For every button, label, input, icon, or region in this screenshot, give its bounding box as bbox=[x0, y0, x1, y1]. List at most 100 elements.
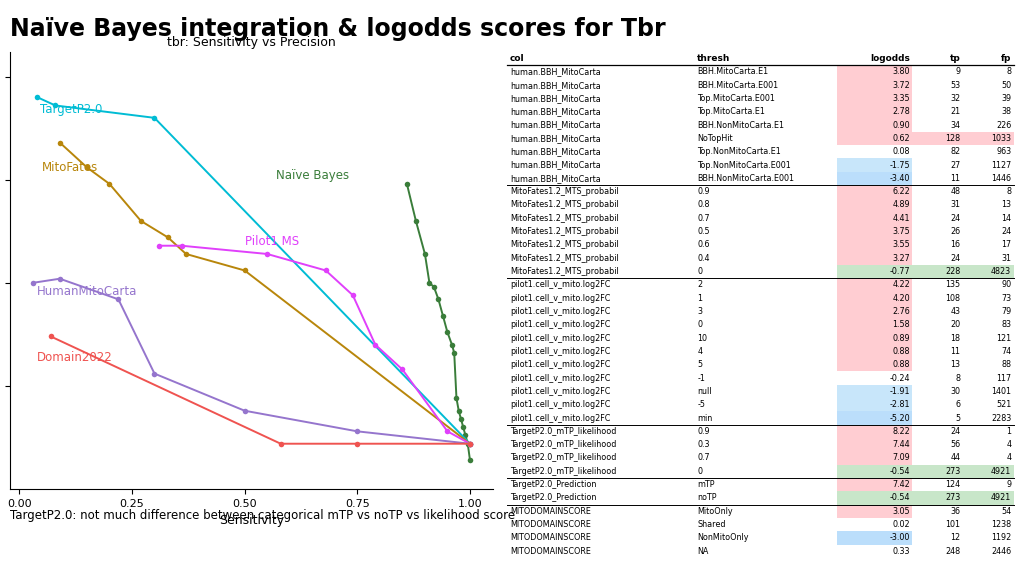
Text: 44: 44 bbox=[950, 453, 961, 463]
Text: mTP: mTP bbox=[697, 480, 715, 489]
Text: pilot1.cell_v_mito.log2FC: pilot1.cell_v_mito.log2FC bbox=[510, 281, 610, 289]
Text: 32: 32 bbox=[950, 94, 961, 103]
Text: 18: 18 bbox=[950, 334, 961, 343]
Text: 1446: 1446 bbox=[991, 174, 1012, 183]
Bar bbox=[912, 491, 964, 505]
Text: HumanMitoCarta: HumanMitoCarta bbox=[37, 285, 137, 298]
Text: 27: 27 bbox=[950, 161, 961, 169]
Text: -3.00: -3.00 bbox=[890, 533, 910, 543]
Bar bbox=[837, 238, 912, 252]
Text: NA: NA bbox=[697, 547, 709, 556]
Bar bbox=[837, 291, 912, 305]
Text: 10: 10 bbox=[697, 334, 708, 343]
Text: NonMitoOnly: NonMitoOnly bbox=[697, 533, 749, 543]
Text: 3.05: 3.05 bbox=[892, 507, 910, 516]
Text: 108: 108 bbox=[945, 294, 961, 302]
Text: 0.88: 0.88 bbox=[893, 347, 910, 356]
Text: BBH.MitoCarta.E1: BBH.MitoCarta.E1 bbox=[697, 67, 768, 76]
Bar bbox=[837, 225, 912, 238]
Text: 88: 88 bbox=[1001, 360, 1012, 369]
Bar bbox=[964, 265, 1014, 278]
Text: 124: 124 bbox=[945, 480, 961, 489]
Text: noTP: noTP bbox=[697, 494, 717, 502]
Bar bbox=[912, 132, 964, 145]
Text: 4823: 4823 bbox=[991, 267, 1012, 276]
Text: 0.7: 0.7 bbox=[697, 453, 710, 463]
Text: 117: 117 bbox=[996, 374, 1012, 382]
Text: 0.08: 0.08 bbox=[893, 147, 910, 156]
Bar bbox=[837, 385, 912, 398]
Text: -0.54: -0.54 bbox=[890, 467, 910, 476]
Text: pilot1.cell_v_mito.log2FC: pilot1.cell_v_mito.log2FC bbox=[510, 294, 610, 302]
Text: pilot1.cell_v_mito.log2FC: pilot1.cell_v_mito.log2FC bbox=[510, 334, 610, 343]
Text: 9: 9 bbox=[1007, 480, 1012, 489]
Text: Pilot1 MS: Pilot1 MS bbox=[245, 235, 299, 248]
Bar bbox=[964, 491, 1014, 505]
Text: 1127: 1127 bbox=[991, 161, 1012, 169]
Text: tp: tp bbox=[950, 54, 961, 63]
Text: 0.9: 0.9 bbox=[697, 427, 710, 436]
Text: 14: 14 bbox=[1001, 214, 1012, 223]
X-axis label: Sensitivity: Sensitivity bbox=[219, 514, 284, 528]
Text: MitoFates: MitoFates bbox=[42, 161, 98, 174]
Text: 4.41: 4.41 bbox=[893, 214, 910, 223]
Text: -1: -1 bbox=[697, 374, 706, 382]
Text: 6.22: 6.22 bbox=[892, 187, 910, 196]
Text: -3.40: -3.40 bbox=[890, 174, 910, 183]
Text: 8: 8 bbox=[1007, 187, 1012, 196]
Bar bbox=[837, 198, 912, 211]
Text: human.BBH_MitoCarta: human.BBH_MitoCarta bbox=[510, 94, 601, 103]
Text: 56: 56 bbox=[950, 440, 961, 449]
Text: MitoFates1.2_MTS_probabil: MitoFates1.2_MTS_probabil bbox=[510, 200, 618, 210]
Bar bbox=[837, 211, 912, 225]
Bar bbox=[837, 411, 912, 425]
Text: TargetP2.0_mTP_likelihood: TargetP2.0_mTP_likelihood bbox=[510, 467, 616, 476]
Text: 2.78: 2.78 bbox=[892, 107, 910, 116]
Text: 0.90: 0.90 bbox=[892, 120, 910, 130]
Text: 2283: 2283 bbox=[991, 414, 1012, 423]
Text: 30: 30 bbox=[950, 387, 961, 396]
Text: 8: 8 bbox=[955, 374, 961, 382]
Text: -5.20: -5.20 bbox=[889, 414, 910, 423]
Text: 1.58: 1.58 bbox=[892, 320, 910, 329]
Bar bbox=[837, 425, 912, 438]
Text: MitoFates1.2_MTS_probabil: MitoFates1.2_MTS_probabil bbox=[510, 253, 618, 263]
Text: 36: 36 bbox=[950, 507, 961, 516]
Text: 6: 6 bbox=[955, 400, 961, 409]
Text: 0.3: 0.3 bbox=[697, 440, 710, 449]
Text: 3.35: 3.35 bbox=[892, 94, 910, 103]
Text: 24: 24 bbox=[950, 214, 961, 223]
Text: -0.77: -0.77 bbox=[889, 267, 910, 276]
Text: 0.6: 0.6 bbox=[697, 240, 710, 249]
Text: Naïve Bayes: Naïve Bayes bbox=[276, 169, 349, 182]
Text: TargetP2.0_mTP_likelihood: TargetP2.0_mTP_likelihood bbox=[510, 440, 616, 449]
Text: -1.75: -1.75 bbox=[889, 161, 910, 169]
Text: 31: 31 bbox=[1001, 253, 1012, 263]
Text: TargetP2.0_Prediction: TargetP2.0_Prediction bbox=[510, 494, 596, 502]
Text: 7.42: 7.42 bbox=[892, 480, 910, 489]
Text: 0: 0 bbox=[697, 320, 702, 329]
Text: BBH.MitoCarta.E001: BBH.MitoCarta.E001 bbox=[697, 81, 778, 90]
Text: 11: 11 bbox=[950, 347, 961, 356]
Text: 13: 13 bbox=[1001, 200, 1012, 210]
Text: 0.9: 0.9 bbox=[697, 187, 710, 196]
Text: 4921: 4921 bbox=[991, 494, 1012, 502]
Text: 1238: 1238 bbox=[991, 520, 1012, 529]
Text: pilot1.cell_v_mito.log2FC: pilot1.cell_v_mito.log2FC bbox=[510, 360, 610, 369]
Text: human.BBH_MitoCarta: human.BBH_MitoCarta bbox=[510, 120, 601, 130]
Bar bbox=[837, 438, 912, 452]
Text: 121: 121 bbox=[996, 334, 1012, 343]
Text: 1: 1 bbox=[1007, 427, 1012, 436]
Text: 5: 5 bbox=[955, 414, 961, 423]
Text: -5: -5 bbox=[697, 400, 706, 409]
Text: MITODOMAINSCORE: MITODOMAINSCORE bbox=[510, 547, 591, 556]
Bar bbox=[837, 265, 912, 278]
Bar bbox=[837, 305, 912, 318]
Text: TargetP2.0_Prediction: TargetP2.0_Prediction bbox=[510, 480, 596, 489]
Text: pilot1.cell_v_mito.log2FC: pilot1.cell_v_mito.log2FC bbox=[510, 320, 610, 329]
Text: MITODOMAINSCORE: MITODOMAINSCORE bbox=[510, 507, 591, 516]
Text: 39: 39 bbox=[1001, 94, 1012, 103]
Text: 273: 273 bbox=[945, 494, 961, 502]
Bar bbox=[837, 452, 912, 465]
Text: logodds: logodds bbox=[870, 54, 910, 63]
